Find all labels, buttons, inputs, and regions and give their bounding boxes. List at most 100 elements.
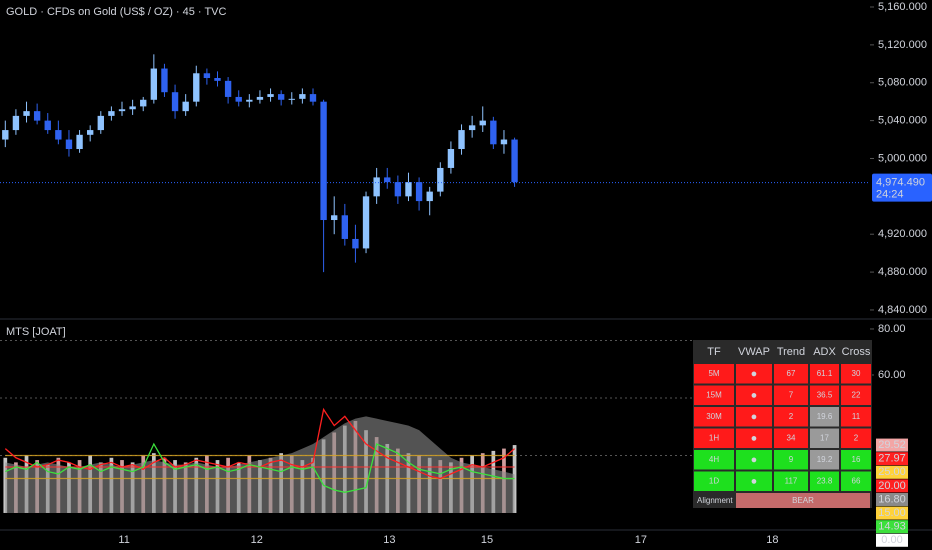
table-cell-text: 16 [852, 455, 861, 464]
candle-body [405, 182, 412, 197]
table-cell [810, 407, 839, 427]
alignment-value: BEAR [792, 496, 814, 505]
candle-body [458, 130, 465, 150]
candle-body [500, 139, 508, 145]
candle-body [331, 215, 338, 221]
table-cell-text: 66 [852, 477, 861, 486]
alignment-label: Alignment [697, 496, 733, 505]
candle-body [299, 94, 306, 99]
y-tick-label: 60.00 [878, 369, 906, 381]
table-cell-text: ● [751, 389, 758, 401]
table-header: ADX [813, 346, 836, 358]
histogram-bar [512, 445, 517, 513]
candle-body [161, 68, 168, 93]
candle-body [65, 139, 73, 150]
side-label-box [876, 506, 908, 520]
table-cell [774, 428, 808, 448]
candle-body [437, 167, 444, 192]
table-cell-text: 17 [820, 434, 829, 443]
x-tick-label: 17 [635, 534, 647, 546]
candle-body [447, 149, 455, 168]
candle-body [55, 130, 62, 140]
y-tick-label: 5,160.000 [878, 1, 927, 13]
table-cell [694, 471, 734, 491]
table-cell [774, 450, 808, 470]
table-cell [694, 450, 734, 470]
candle-body [256, 96, 264, 100]
y-tick-label: 80.00 [878, 323, 906, 335]
candle-body [490, 120, 497, 145]
x-tick-label: 15 [481, 534, 493, 546]
table-cell-text: 34 [787, 434, 796, 443]
candle-body [87, 130, 94, 135]
table-cell [774, 385, 808, 405]
side-label: 25.00 [878, 466, 906, 478]
candle-body [246, 99, 253, 102]
table-cell-text: 117 [785, 477, 798, 486]
candle-body [362, 196, 370, 249]
y-tick-label: 4,920.000 [878, 228, 927, 240]
side-label: 20.00 [878, 480, 906, 492]
table-cell-text: ● [751, 368, 758, 380]
chart-title: GOLD · CFDs on Gold (US$ / OZ) · 45 · TV… [6, 6, 227, 18]
candle-body [118, 109, 126, 112]
candle-body [33, 111, 41, 121]
candle-body [23, 111, 30, 116]
side-label: 27.97 [878, 453, 906, 465]
last-price-box [872, 173, 932, 202]
side-label-box [876, 520, 908, 534]
table-cell-text: 23.8 [817, 477, 833, 486]
x-tick-label: 12 [251, 534, 263, 546]
table-cell-text: 4H [709, 455, 719, 464]
table-cell [841, 364, 871, 384]
y-tick-label: 4,880.000 [878, 266, 927, 278]
candle-body [182, 101, 189, 112]
candle-body [479, 120, 486, 126]
table-cell-text: 2 [789, 412, 794, 421]
table-cell-text: 19.2 [817, 455, 833, 464]
side-label-box [876, 533, 908, 547]
table-cell [841, 428, 871, 448]
side-label: 14.93 [878, 521, 906, 533]
candle-body [2, 130, 9, 140]
candle-body [129, 106, 136, 110]
table-cell-text: ● [751, 432, 758, 444]
table-cell-text: ● [751, 454, 758, 466]
y-tick-label: 4,840.000 [878, 304, 927, 316]
candle-body [426, 191, 433, 202]
table-cell [810, 450, 839, 470]
candle-body [203, 73, 211, 79]
table-cell-text: 22 [852, 391, 861, 400]
x-tick-label: 13 [383, 534, 395, 546]
candle-body [224, 80, 232, 97]
candle-body [341, 215, 348, 239]
table-cell [810, 385, 839, 405]
candle-body [76, 134, 83, 150]
table-cell-text: ● [751, 411, 758, 423]
candle-body [97, 115, 104, 131]
table-cell-text: 11 [852, 412, 861, 421]
y-tick-label: 5,000.000 [878, 152, 927, 164]
side-label: 29.52 [878, 439, 906, 451]
table-cell [774, 471, 808, 491]
candle-body [235, 96, 242, 102]
series-line [5, 442, 515, 493]
table-cell-text: 30 [852, 369, 861, 378]
table-cell-text: 5M [708, 369, 719, 378]
table-cell-text: 1D [709, 477, 719, 486]
table-cell [736, 364, 772, 384]
y-tick-label: 5,120.000 [878, 39, 927, 51]
table-cell [810, 471, 839, 491]
table-cell [810, 364, 839, 384]
table-cell-text: 36.5 [817, 391, 833, 400]
table-cell [841, 471, 871, 491]
candle-body [394, 182, 402, 197]
candle-body [277, 94, 285, 100]
table-cell [736, 471, 772, 491]
candle-body [352, 238, 359, 249]
table-cell [841, 385, 871, 405]
table-cell [841, 407, 871, 427]
table-cell [774, 364, 808, 384]
candle-body [150, 68, 158, 100]
table-cell-text: 19.6 [817, 412, 833, 421]
